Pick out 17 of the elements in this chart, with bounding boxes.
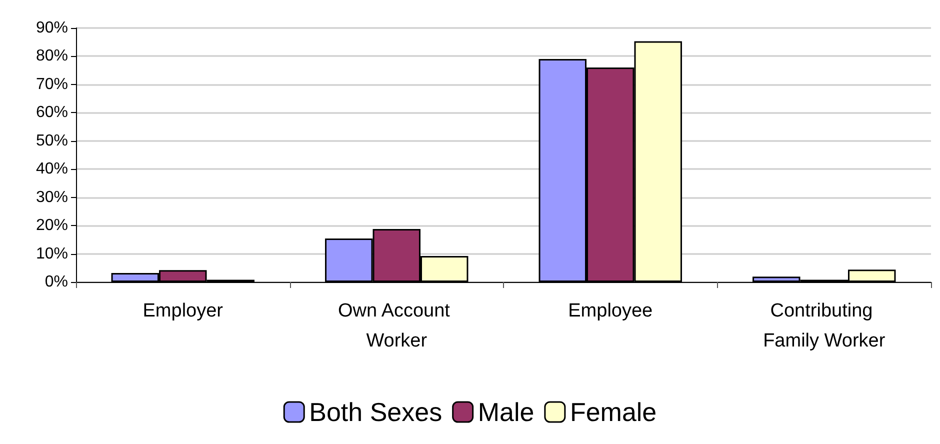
y-tick-label: 20% xyxy=(36,217,68,234)
y-tick-label: 50% xyxy=(36,132,68,150)
y-tick-label: 70% xyxy=(36,76,68,93)
legend-label: Both Sexes xyxy=(309,397,442,427)
legend-label: Male xyxy=(478,397,534,427)
y-tick-label: 10% xyxy=(36,245,68,262)
x-tick-label: Own Account Worker xyxy=(338,300,456,352)
legend-label: Female xyxy=(570,397,657,427)
x-tick-label: Contributing Family Worker xyxy=(763,300,886,352)
y-tick-label: 90% xyxy=(36,20,68,36)
y-tick-label: 30% xyxy=(36,188,68,206)
x-tick-label: Employee xyxy=(568,300,653,322)
x-tick-label: Employer xyxy=(142,300,224,322)
y-tick-label: 60% xyxy=(36,104,68,122)
y-tick-label: 40% xyxy=(36,160,68,178)
y-tick-label: 80% xyxy=(36,48,68,65)
y-tick-label: 0% xyxy=(44,274,68,290)
